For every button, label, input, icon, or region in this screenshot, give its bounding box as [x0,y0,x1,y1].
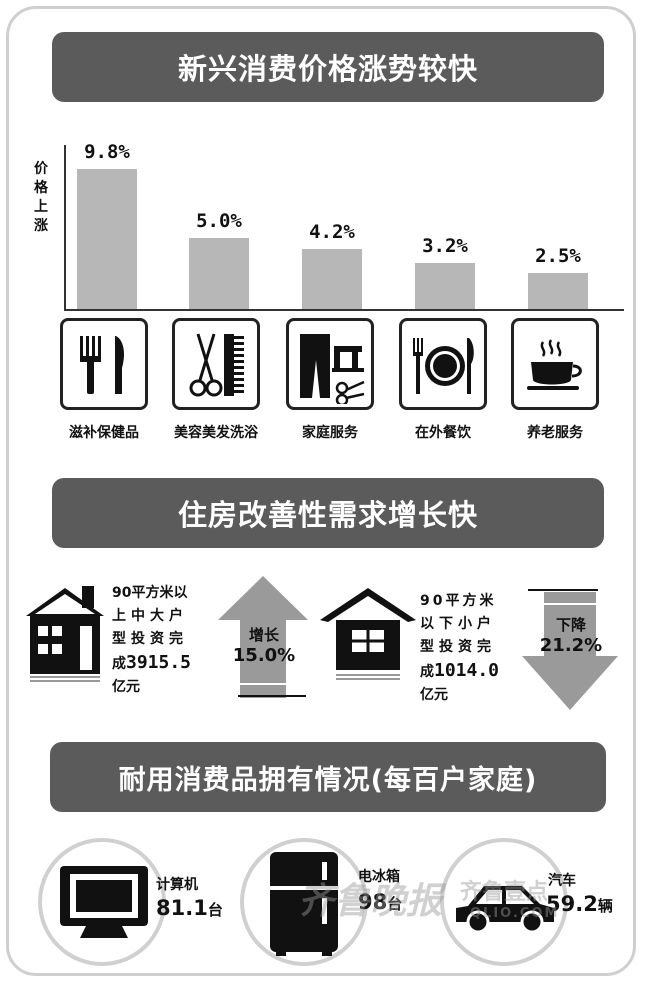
clothes-sewing-machine-icon [286,318,374,410]
bar-2 [189,237,249,309]
decrease-arrow-icon [522,589,618,710]
small-house-icon [320,588,416,680]
large-house-text: 90平方米以 上中大户 型投资完 成3915.5 亿元 [112,582,216,699]
increase-label-group: 增长 15.0% [230,624,298,666]
computer-value: 81.1 [156,896,208,920]
refrigerator-circle [240,838,368,966]
car-circle [440,838,568,966]
refrigerator-unit: 台 [387,895,403,913]
large-house-unit: 亿元 [112,679,140,695]
bar-3 [302,249,362,309]
computer-monitor-icon [60,866,148,938]
refrigerator-value-group: 98台 [358,890,402,914]
large-house-line-3: 型投资完 [112,631,188,647]
y-axis-line [64,145,66,311]
increase-label: 增长 [248,626,279,644]
category-label-2: 美容美发洗浴 [174,425,258,441]
x-axis-baseline [64,309,624,311]
increase-value: 15.0% [232,645,296,666]
large-house-prefix: 成 [112,656,126,672]
fork-knife-icon [60,318,148,410]
small-house-prefix: 成 [420,664,434,680]
bar-value-label-2: 5.0% [196,209,242,232]
decrease-value: 21.2% [539,635,603,656]
bar-value-label-4: 3.2% [422,235,468,258]
small-house-line-3: 型投资完 [420,639,496,655]
refrigerator-label: 电冰箱 [358,869,400,885]
car-label: 汽车 [548,873,576,889]
bar-4 [415,263,475,309]
housing-section-banner: 住房改善性需求增长快 [52,478,604,548]
car-value: 59.2 [546,892,598,916]
housing-section-title: 住房改善性需求增长快 [177,498,478,532]
price-section-title: 新兴消费价格涨势较快 [177,52,478,86]
small-house-unit: 亿元 [420,687,448,703]
small-house-text: 90平方米 以下小户 型投资完 成1014.0 亿元 [420,590,524,707]
computer-unit: 台 [207,901,223,919]
decrease-label: 下降 [555,616,586,634]
large-house-icon [26,586,104,682]
bar-value-label-3: 4.2% [309,221,355,243]
large-house-line-1: 90平方米以 [112,585,188,601]
category-label-3: 家庭服务 [302,425,358,441]
scissors-comb-icon [172,318,260,410]
computer-circle [38,838,166,966]
bar-1 [77,169,137,309]
category-label-5: 养老服务 [527,425,583,441]
car-icon [456,886,554,934]
car-unit: 辆 [597,897,613,915]
computer-value-group: 81.1台 [156,896,223,920]
bar-value-label-5: 2.5% [535,245,581,268]
large-house-line-2: 上中大户 [112,608,188,624]
refrigerator-icon [270,852,338,956]
small-house-amount: 1014.0 [434,660,500,681]
small-house-line-1: 90平方米 [420,593,497,609]
bar-5 [528,273,588,309]
durables-section-title: 耐用消费品拥有情况(每百户家庭) [118,764,538,796]
car-value-group: 59.2辆 [546,892,613,916]
category-label-4: 在外餐饮 [415,425,471,441]
increase-arrow-icon [218,576,308,698]
y-axis-label: 价格上涨 [34,161,48,234]
price-section-banner: 新兴消费价格涨势较快 [52,32,604,102]
decrease-label-group: 下降 21.2% [532,614,610,656]
watermark-text-1: 齐鲁晚报 [298,880,443,922]
bar-value-label-1: 9.8% [84,141,130,163]
category-label-1: 滋补保健品 [69,425,139,441]
dining-plate-icon [399,318,487,410]
watermark-text-2: 齐鲁壹点 [460,880,549,905]
computer-label: 计算机 [156,877,198,893]
durables-section-banner: 耐用消费品拥有情况(每百户家庭) [50,742,606,812]
large-house-amount: 3915.5 [126,652,192,673]
watermark-text-3: QLIO.COM [470,906,560,921]
small-house-line-2: 以下小户 [420,616,496,632]
steaming-cup-icon [511,318,599,410]
refrigerator-value: 98 [358,890,388,914]
